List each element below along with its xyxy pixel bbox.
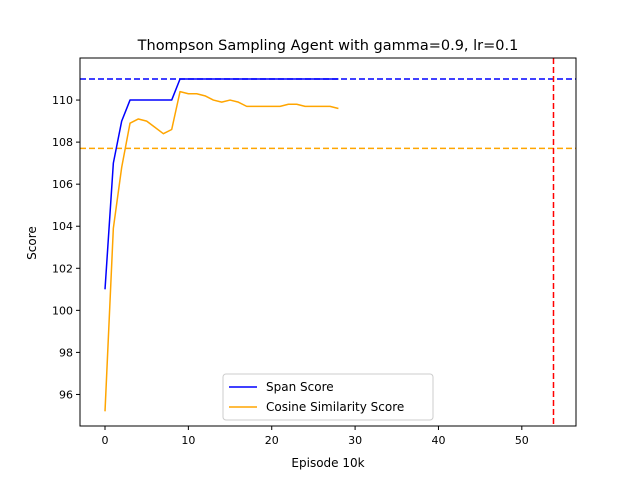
y-tick-label: 106 — [52, 178, 73, 191]
plot-content — [80, 58, 576, 426]
y-tick-label: 100 — [52, 304, 73, 317]
x-tick-label: 40 — [431, 434, 445, 447]
legend-label-1: Cosine Similarity Score — [266, 400, 404, 414]
y-tick-label: 108 — [52, 136, 73, 149]
x-tick-label: 30 — [348, 434, 362, 447]
x-tick-label: 50 — [515, 434, 529, 447]
axes-frame — [79, 57, 577, 427]
x-tick-label: 10 — [181, 434, 195, 447]
legend: Span Score Cosine Similarity Score — [222, 373, 434, 421]
legend-label-0: Span Score — [266, 380, 334, 394]
y-tick-label: 102 — [52, 262, 73, 275]
axes: 0 10 20 30 40 50 96 98 100 102 104 106 108 110 — [52, 57, 577, 447]
y-axis-label: Score — [25, 226, 39, 260]
series-line-0 — [104, 78, 339, 290]
x-tick-label: 0 — [102, 434, 109, 447]
series-line-1 — [104, 90, 339, 412]
y-tick-label: 110 — [52, 94, 73, 107]
y-tick-label: 96 — [59, 388, 73, 401]
y-tick-label: 98 — [59, 346, 73, 359]
plot-area — [80, 58, 576, 426]
y-tick-label: 104 — [52, 220, 73, 233]
chart-title: Thompson Sampling Agent with gamma=0.9, … — [137, 38, 519, 54]
x-tick-label: 20 — [265, 434, 279, 447]
legend-box — [222, 373, 434, 421]
x-axis-label: Episode 10k — [291, 456, 364, 470]
